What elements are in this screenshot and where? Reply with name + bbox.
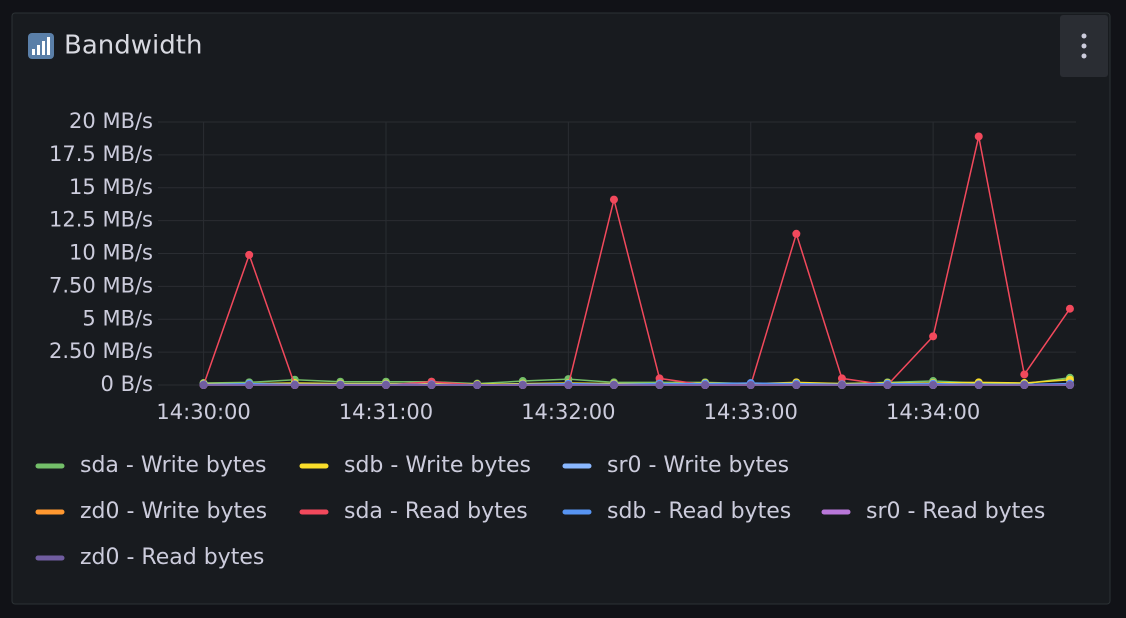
data-point — [1020, 370, 1029, 379]
legend-label: sda - Write bytes — [80, 453, 267, 478]
legend-label: zd0 - Write bytes — [80, 499, 267, 524]
x-tick-label: 14:32:00 — [521, 400, 615, 424]
data-point — [518, 381, 527, 389]
data-point — [1020, 381, 1029, 389]
data-point — [290, 381, 299, 389]
data-point — [929, 381, 938, 389]
x-tick-label: 14:34:00 — [886, 400, 980, 424]
panel — [11, 12, 1111, 605]
y-tick-label: 0 B/s — [101, 372, 153, 396]
menu-button[interactable] — [1060, 15, 1108, 77]
series-line — [203, 377, 1071, 385]
panel-title: Bandwidth — [64, 31, 202, 61]
legend-label: sdb - Read bytes — [607, 499, 791, 524]
data-point — [609, 381, 618, 389]
data-point — [746, 381, 755, 389]
legend-label: sdb - Write bytes — [344, 453, 531, 478]
data-point — [564, 381, 573, 389]
data-point — [427, 381, 436, 389]
data-point — [1065, 304, 1074, 313]
data-point — [792, 229, 801, 238]
data-point — [792, 381, 801, 389]
y-tick-label: 17.5 MB/s — [49, 142, 153, 166]
legend-label: sda - Read bytes — [344, 499, 528, 524]
y-tick-label: 10 MB/s — [69, 241, 153, 265]
y-tick-label: 12.5 MB/s — [49, 208, 153, 232]
data-point — [336, 381, 345, 389]
data-point — [974, 132, 983, 141]
title-icon — [28, 33, 54, 59]
data-point — [1065, 381, 1074, 389]
data-point — [655, 381, 664, 389]
data-point — [473, 381, 482, 389]
x-tick-label: 14:33:00 — [704, 400, 798, 424]
data-point — [974, 381, 983, 389]
y-tick-label: 15 MB/s — [69, 175, 153, 199]
y-tick-label: 7.50 MB/s — [49, 273, 153, 297]
legend-label: sr0 - Write bytes — [607, 453, 789, 478]
x-tick-label: 14:30:00 — [156, 400, 250, 424]
data-point — [245, 381, 254, 389]
legend-label: zd0 - Read bytes — [80, 545, 264, 570]
data-point — [929, 332, 938, 341]
y-tick-label: 2.50 MB/s — [49, 339, 153, 363]
data-point — [883, 381, 892, 389]
data-point — [609, 195, 618, 204]
data-point — [701, 381, 710, 389]
legend-label: sr0 - Read bytes — [866, 499, 1045, 524]
data-point — [199, 381, 208, 389]
y-tick-label: 20 MB/s — [69, 109, 153, 133]
data-point — [245, 250, 254, 259]
x-tick-label: 14:31:00 — [339, 400, 433, 424]
data-point — [837, 381, 846, 389]
y-tick-label: 5 MB/s — [82, 306, 153, 330]
data-point — [381, 381, 390, 389]
data-point — [837, 374, 846, 383]
